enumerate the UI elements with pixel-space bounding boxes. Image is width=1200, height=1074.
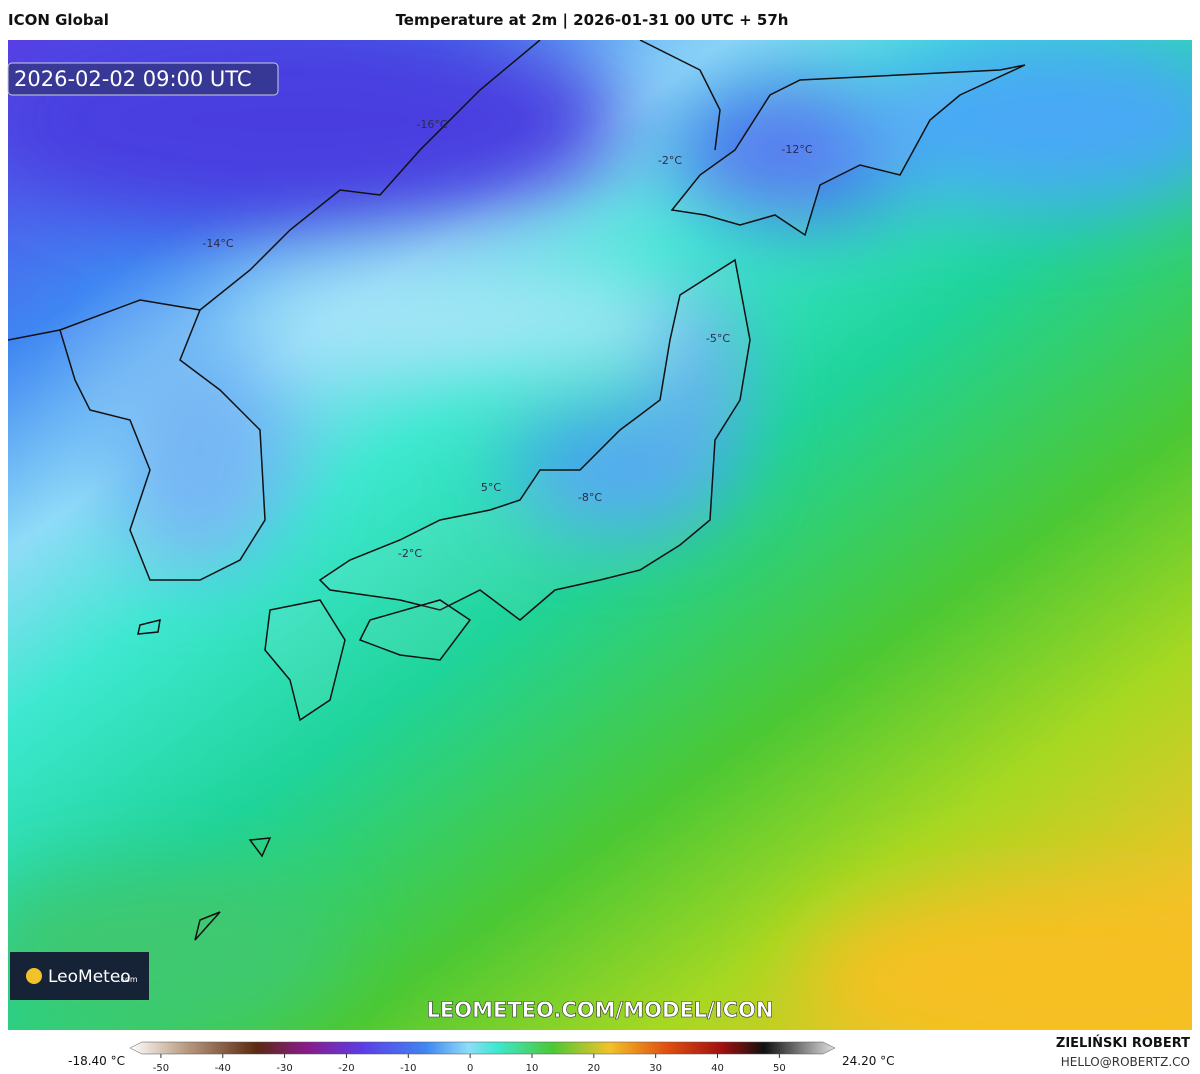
- contour-label: 5°C: [481, 481, 501, 494]
- logo-suffix: .com: [118, 975, 138, 984]
- model-name: ICON Global: [8, 11, 109, 29]
- contour-label: -5°C: [706, 332, 730, 345]
- colorbar-tick-label: -40: [215, 1063, 231, 1074]
- colorbar-tick-label: -10: [400, 1063, 416, 1074]
- colorbar-tick-label: 10: [526, 1063, 539, 1074]
- map: [8, 40, 1192, 1030]
- logo-name: LeoMeteo: [48, 967, 131, 987]
- contour-label: -2°C: [398, 547, 422, 560]
- chart-title: Temperature at 2m | 2026-01-31 00 UTC + …: [396, 11, 789, 30]
- author: ZIELIŃSKI ROBERT: [1056, 1035, 1190, 1051]
- contour-label: -2°C: [658, 154, 682, 167]
- colorbar-tick-label: -50: [153, 1063, 169, 1074]
- colorbar: [129, 1041, 836, 1055]
- colorbar-tick-label: 0: [467, 1063, 473, 1074]
- contour-label: -8°C: [578, 491, 602, 504]
- contour-label: -12°C: [781, 143, 812, 156]
- colorbar-tick-label: -30: [276, 1063, 292, 1074]
- colorbar-max: 24.20 °C: [842, 1054, 895, 1068]
- colorbar-tick-label: 20: [587, 1063, 600, 1074]
- colorbar-tick-label: 50: [773, 1063, 786, 1074]
- contour-label: -14°C: [202, 237, 233, 250]
- contour-label: -16°C: [416, 118, 447, 131]
- valid-time: 2026-02-02 09:00 UTC: [14, 67, 252, 91]
- watermark: LEOMETEO.COM/MODEL/ICON: [427, 998, 774, 1022]
- colorbar-min: -18.40 °C: [68, 1054, 125, 1068]
- colorbar-tick-label: -20: [338, 1063, 354, 1074]
- email: HELLO@ROBERTZ.CO: [1061, 1055, 1190, 1069]
- colorbar-tick-label: 30: [649, 1063, 662, 1074]
- colorbar-tick-label: 40: [711, 1063, 724, 1074]
